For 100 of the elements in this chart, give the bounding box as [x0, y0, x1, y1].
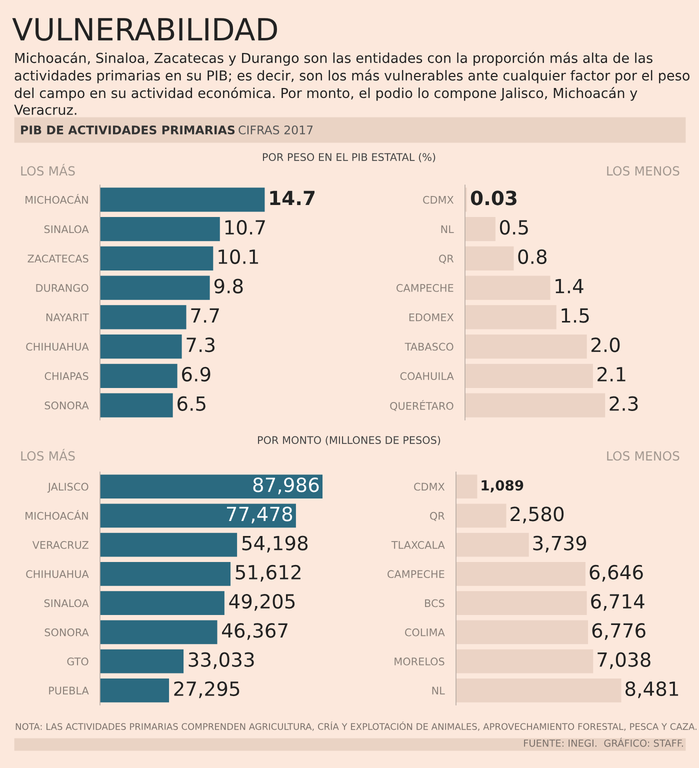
- bar: [100, 188, 265, 212]
- data-label: 3,739: [533, 536, 586, 552]
- data-label: 2.1: [598, 366, 626, 382]
- y-tick-label: MICHOACÁN: [26, 510, 88, 520]
- bar: [100, 504, 296, 528]
- y-tick-label: CAMPECHE: [396, 284, 454, 292]
- bar: [100, 217, 220, 242]
- bar: [100, 393, 173, 418]
- bar: [456, 504, 506, 528]
- y-tick-label: QR: [439, 254, 454, 264]
- bar: [456, 474, 478, 499]
- bar: [100, 246, 214, 270]
- bar: [100, 562, 231, 586]
- data-label: 7.3: [186, 337, 215, 352]
- y-tick-label: NL: [432, 686, 445, 694]
- data-label: 6.9: [182, 366, 210, 382]
- data-label: 9.8: [214, 278, 243, 294]
- y-tick-label: TLAXCALA: [391, 541, 445, 549]
- data-label: 6,646: [590, 564, 643, 582]
- data-label: 2,580: [510, 506, 564, 524]
- y-tick-label: EDOMEX: [409, 313, 454, 322]
- y-tick-label: COAHUILA: [400, 372, 454, 380]
- bar: [100, 364, 178, 388]
- data-label: 1.5: [562, 308, 589, 323]
- y-tick-label: SONORA: [44, 628, 89, 636]
- bar: [465, 334, 587, 359]
- text: PIB DE ACTIVIDADES PRIMARIAS: [21, 125, 235, 134]
- y-tick-label: BCS: [425, 599, 444, 608]
- data-label: 27,295: [174, 681, 240, 698]
- bar: [100, 591, 224, 616]
- bar: [100, 649, 184, 674]
- data-label: 6.5: [178, 396, 206, 411]
- y-tick-label: TABASCO: [404, 342, 454, 351]
- y-tick-label: CDMX: [423, 196, 454, 204]
- text: NOTA: LAS ACTIVIDADES PRIMARIAS COMPRENDEN AGRICULTURA, CRÍA Y EXPLOTACIÓN DE ANIMALES, APROVECHAMIENTO FORESTAL, PESCA Y CAZA.: [16, 721, 696, 731]
- y-tick-label: QR: [430, 512, 445, 521]
- source-note: FUENTE: INEGI. GRÁFICO: STAFF.: [524, 738, 683, 747]
- data-label: 51,612: [236, 564, 300, 582]
- bar: [456, 649, 594, 674]
- data-label: 2.3: [610, 396, 638, 411]
- bar: [100, 620, 218, 644]
- y-tick-label: PUEBLA: [49, 686, 89, 695]
- data-label: 33,033: [188, 652, 254, 669]
- y-tick-label: VERACRUZ: [32, 541, 88, 549]
- data-label: 6,714: [591, 594, 644, 611]
- data-label: 8,481: [626, 681, 678, 698]
- bar: [456, 620, 588, 644]
- y-tick-label: MICHOACÁN: [26, 194, 88, 204]
- data-label: 54,198: [242, 536, 308, 552]
- data-label: 7,038: [598, 652, 650, 669]
- y-tick-label: CHIAPAS: [44, 372, 88, 380]
- bar: [465, 276, 550, 300]
- y-tick-label: CHIHUAHUA: [26, 342, 89, 351]
- data-label: 1,089: [482, 480, 524, 492]
- chart-title: VULNERABILIDAD: [12, 18, 277, 41]
- text: POR PESO EN EL PIB ESTATAL (%): [262, 152, 436, 162]
- y-tick-label: NL: [441, 225, 454, 234]
- bar: [456, 591, 587, 616]
- bar: [100, 532, 238, 557]
- data-label: 6,776: [592, 623, 646, 640]
- text: CIFRAS 2017: [238, 125, 313, 134]
- y-tick-label: COLIMA: [405, 628, 445, 636]
- y-tick-label: SINALOA: [44, 225, 89, 234]
- data-label: 14.7: [270, 190, 314, 206]
- y-tick-label: MORELOS: [394, 658, 444, 666]
- text: POR MONTO (MILLONES DE PESOS): [258, 436, 440, 446]
- y-tick-label: CDMX: [414, 482, 445, 491]
- text: LOS MÁS: [21, 164, 75, 176]
- bar: [465, 364, 593, 388]
- y-tick-label: CAMPECHE: [388, 570, 444, 578]
- bar: [456, 678, 622, 702]
- bar: [456, 562, 586, 586]
- data-label: 10.1: [218, 249, 258, 264]
- data-label: 2.0: [591, 337, 620, 352]
- bar: [465, 393, 606, 418]
- bar: [465, 246, 514, 270]
- y-tick-label: CHIHUAHUA: [26, 570, 89, 578]
- data-label: 0.03: [470, 190, 516, 206]
- data-label: 49,205: [229, 594, 295, 611]
- y-tick-label: SINALOA: [44, 599, 89, 608]
- bar: [100, 678, 170, 702]
- data-label: 0.5: [500, 220, 528, 235]
- text: Michoacán, Sinaloa, Zacatecas y Durango son las entidades con la proporción más alta de las actividades primarias en su PIB; es decir, son los más vulnerables ante cualquier factor por el peso del campo en su actividad económica. Por monto, el podio lo compone Jalisco, Michoacán y Veracruz.: [14, 52, 690, 115]
- text: LOS MENOS: [607, 166, 680, 176]
- data-label: 0.8: [518, 249, 547, 264]
- bar: [100, 305, 186, 330]
- y-tick-label: QUERÉTARO: [390, 400, 454, 412]
- y-tick-label: JALISCO: [47, 482, 88, 493]
- y-tick-label: DURANGO: [36, 284, 88, 292]
- text: LOS MENOS: [607, 451, 680, 461]
- bar: [100, 474, 323, 499]
- y-tick-label: ZACATECAS: [28, 254, 88, 263]
- data-label: 77,478: [226, 506, 292, 524]
- bar: [100, 276, 210, 300]
- bar: [100, 334, 182, 359]
- text: LOS MÁS: [21, 448, 75, 461]
- data-label: 10.7: [225, 220, 265, 235]
- data-label: 7.7: [191, 308, 219, 323]
- data-label: 87,986: [253, 477, 319, 494]
- data-label: 1.4: [556, 279, 584, 294]
